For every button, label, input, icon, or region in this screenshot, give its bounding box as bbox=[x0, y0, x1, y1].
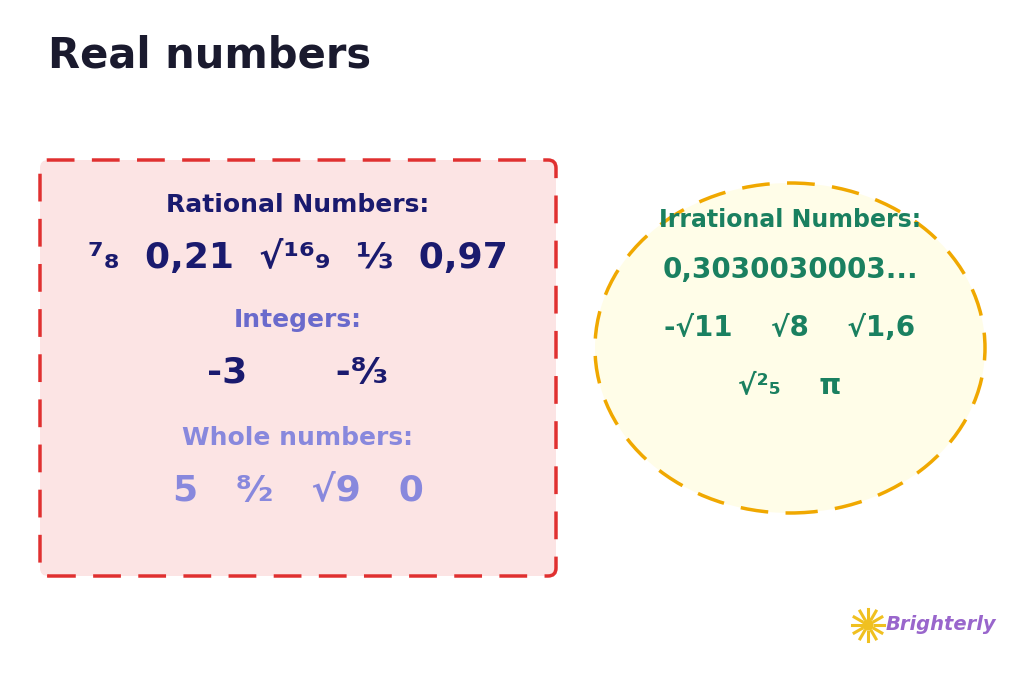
Text: Rational Numbers:: Rational Numbers: bbox=[166, 193, 430, 217]
Text: Brighterly: Brighterly bbox=[886, 615, 996, 635]
Text: Irrational Numbers:: Irrational Numbers: bbox=[658, 208, 921, 232]
Ellipse shape bbox=[595, 183, 985, 513]
FancyBboxPatch shape bbox=[40, 160, 556, 576]
Circle shape bbox=[863, 620, 873, 630]
Text: Real numbers: Real numbers bbox=[48, 35, 371, 77]
Text: -√11    √8    √1,6: -√11 √8 √1,6 bbox=[665, 314, 915, 342]
Text: Whole numbers:: Whole numbers: bbox=[182, 426, 414, 450]
Text: ⁷₈  0,21  √¹⁶₉  ⅓  0,97: ⁷₈ 0,21 √¹⁶₉ ⅓ 0,97 bbox=[88, 240, 508, 275]
Text: 0,3030030003...: 0,3030030003... bbox=[663, 256, 918, 284]
Text: √²₅    π: √²₅ π bbox=[738, 372, 842, 400]
Text: -3       -⁸⁄₃: -3 -⁸⁄₃ bbox=[207, 356, 389, 390]
Text: Integers:: Integers: bbox=[234, 308, 362, 332]
Text: 5   ⁸⁄₂   √9   0: 5 ⁸⁄₂ √9 0 bbox=[173, 474, 424, 508]
